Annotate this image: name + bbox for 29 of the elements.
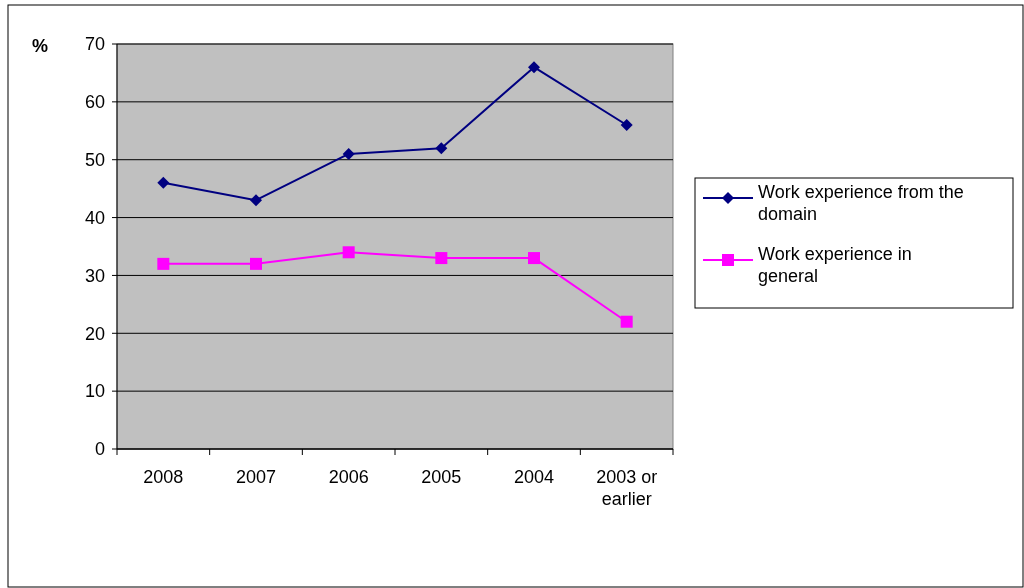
point — [528, 252, 540, 265]
y-tick-label: 50 — [84, 150, 105, 171]
point — [250, 194, 262, 207]
y-axis-title: % — [31, 36, 49, 56]
y-tick-label: 60 — [84, 92, 105, 113]
x-tick-label: 2003 or earlier — [596, 467, 658, 509]
y-tick-label: 0 — [94, 439, 105, 460]
legend-label: Work experience from the domain — [758, 182, 964, 224]
y-tick-label: 20 — [84, 323, 105, 344]
point — [528, 61, 540, 74]
point — [435, 142, 448, 155]
point — [250, 257, 262, 270]
y-tick-label: 10 — [84, 381, 105, 402]
point — [157, 257, 170, 270]
x-tick-label: 2007 — [235, 467, 277, 487]
point — [342, 147, 355, 160]
point — [620, 119, 633, 131]
point — [157, 176, 170, 189]
x-tick-label: 2008 — [143, 467, 184, 487]
point — [620, 315, 633, 328]
point — [342, 246, 355, 259]
legend-label: Work experience in general — [758, 244, 912, 286]
y-tick-label: 30 — [84, 265, 105, 286]
point — [435, 252, 448, 265]
x-tick-label: 2006 — [328, 467, 369, 487]
x-tick-label: 2004 — [513, 467, 555, 487]
x-tick-label: 2005 — [421, 467, 462, 487]
y-tick-label: 40 — [84, 207, 105, 228]
y-tick-label: 70 — [84, 34, 105, 55]
